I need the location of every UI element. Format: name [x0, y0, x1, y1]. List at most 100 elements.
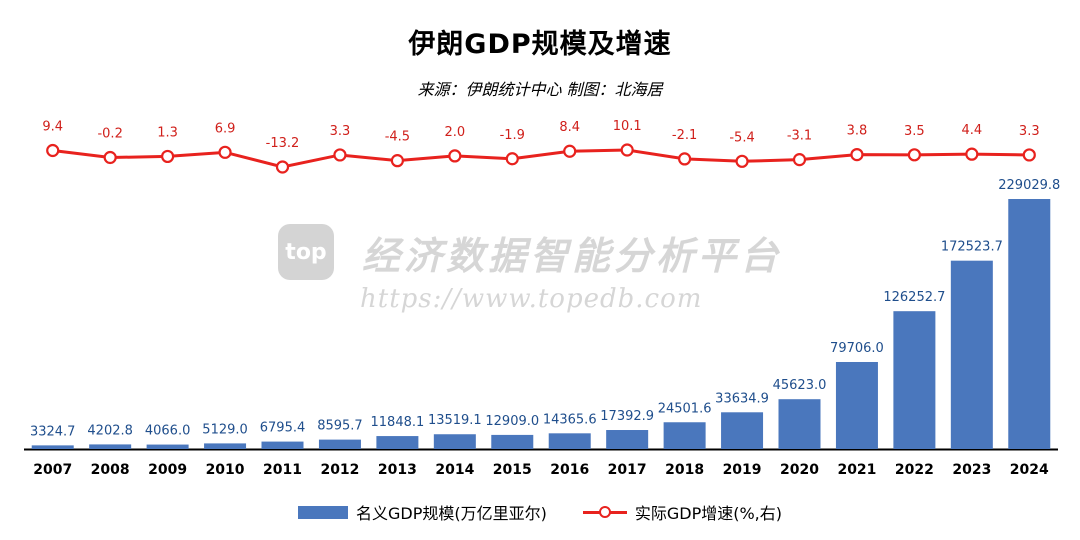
bar-value-label-2018: 24501.6	[658, 401, 712, 416]
x-tick-label-2021: 2021	[837, 462, 876, 478]
bar-2011	[261, 441, 304, 449]
growth-value-label-2022: 3.5	[904, 124, 925, 139]
x-tick-label-2015: 2015	[493, 462, 532, 478]
bar-2008	[89, 444, 132, 449]
growth-point-2013	[390, 154, 404, 168]
bar-2009	[146, 444, 189, 449]
bar-value-label-2022: 126252.7	[883, 290, 945, 305]
chart-title: 伊朗GDP规模及增速	[408, 29, 672, 60]
growth-point-2021	[850, 147, 864, 162]
x-tick-label-2024: 2024	[1010, 462, 1049, 478]
growth-value-label-2019: -5.4	[729, 130, 754, 145]
growth-point-2009	[161, 149, 175, 164]
growth-point-2012	[333, 148, 347, 162]
growth-value-label-2018: -2.1	[672, 128, 697, 143]
legend-item-bar: 名义GDP规模(万亿里亚尔)	[297, 500, 547, 524]
growth-value-label-2007: 9.4	[42, 120, 63, 135]
bar-2024	[1008, 199, 1051, 449]
bar-value-label-2008: 4202.8	[87, 423, 133, 438]
growth-value-label-2021: 3.8	[847, 124, 868, 139]
x-tick-label-2019: 2019	[723, 462, 762, 478]
growth-value-label-2016: 8.4	[559, 120, 580, 135]
bar-2019	[721, 412, 764, 449]
growth-point-2011	[275, 160, 290, 174]
growth-value-label-2023: 4.4	[961, 123, 982, 138]
x-tick-label-2017: 2017	[608, 462, 647, 478]
bar-value-label-2014: 13519.1	[428, 413, 482, 428]
growth-point-2023	[965, 147, 979, 161]
growth-value-label-2020: -3.1	[787, 129, 812, 144]
bar-value-label-2009: 4066.0	[145, 424, 191, 439]
watermark-url: https://www.topedb.com	[360, 284, 703, 314]
growth-point-2015	[505, 152, 519, 166]
growth-value-label-2009: 1.3	[157, 125, 178, 140]
growth-point-2010	[218, 145, 232, 159]
x-tick-label-2013: 2013	[378, 462, 417, 478]
growth-point-2018	[678, 152, 692, 166]
growth-value-label-2011: -13.2	[266, 136, 300, 151]
bar-value-label-2007: 3324.7	[30, 424, 76, 439]
watermark: top 经济数据智能分析平台	[278, 224, 782, 280]
growth-value-label-2010: 6.9	[215, 121, 236, 136]
x-tick-label-2018: 2018	[665, 462, 704, 478]
growth-line	[52, 148, 1030, 169]
bar-value-label-2011: 6795.4	[260, 421, 306, 436]
bar-2012	[318, 439, 361, 449]
bar-2015	[491, 434, 534, 449]
legend-line-swatch	[582, 506, 627, 518]
bar-2007	[31, 445, 74, 449]
growth-point-2014	[448, 149, 462, 163]
growth-point-2007	[46, 143, 60, 158]
growth-value-label-2013: -4.5	[385, 130, 410, 145]
x-tick-label-2012: 2012	[320, 462, 359, 478]
growth-value-label-2008: -0.2	[97, 127, 122, 142]
growth-value-label-2017: 10.1	[613, 119, 642, 134]
x-tick-label-2022: 2022	[895, 462, 934, 478]
x-tick-label-2009: 2009	[148, 462, 187, 478]
growth-value-label-2024: 3.3	[1019, 124, 1040, 139]
growth-point-2024	[1022, 148, 1036, 162]
growth-value-label-2014: 2.0	[444, 125, 465, 140]
bar-2023	[950, 260, 993, 449]
legend-line-label: 实际GDP增速(%,右)	[634, 504, 782, 523]
growth-point-2017	[620, 143, 634, 157]
bar-value-label-2017: 17392.9	[600, 409, 654, 424]
x-tick-label-2020: 2020	[780, 462, 819, 478]
growth-value-label-2012: 3.3	[330, 124, 351, 139]
bar-value-label-2024: 229029.8	[998, 178, 1060, 193]
legend-item-line: 实际GDP增速(%,右)	[582, 500, 782, 524]
legend: 名义GDP规模(万亿里亚尔) 实际GDP增速(%,右)	[0, 500, 1080, 524]
bar-2013	[376, 436, 419, 449]
legend-bar-label: 名义GDP规模(万亿里亚尔)	[355, 504, 547, 523]
x-tick-label-2023: 2023	[952, 462, 991, 478]
x-tick-label-2011: 2011	[263, 462, 302, 478]
x-tick-label-2008: 2008	[91, 462, 130, 478]
growth-point-2020	[792, 153, 807, 167]
bar-2010	[204, 443, 247, 449]
bar-value-label-2015: 12909.0	[485, 414, 539, 429]
bar-2017	[606, 430, 649, 449]
x-tick-label-2014: 2014	[435, 462, 474, 478]
bar-2021	[835, 361, 878, 449]
bar-value-label-2019: 33634.9	[715, 391, 769, 406]
watermark-text: 经济数据智能分析平台	[362, 233, 783, 278]
bar-2016	[548, 433, 591, 449]
bar-2014	[433, 434, 476, 449]
bar-value-label-2020: 45623.0	[773, 378, 827, 393]
x-tick-label-2016: 2016	[550, 462, 589, 478]
x-tick-label-2010: 2010	[206, 462, 245, 478]
x-tick-label-2007: 2007	[33, 462, 72, 478]
bar-value-label-2016: 14365.6	[543, 412, 597, 427]
bar-value-label-2012: 8595.7	[317, 419, 363, 434]
bar-value-label-2013: 11848.1	[371, 415, 425, 430]
growth-value-label-2015: -1.9	[500, 128, 525, 143]
growth-point-2008	[103, 150, 117, 165]
growth-point-2022	[907, 148, 921, 162]
bar-2020	[778, 399, 821, 449]
bar-2018	[663, 422, 706, 449]
growth-point-2019	[735, 154, 749, 168]
chart-subtitle: 来源：伊朗统计中心 制图：北海居	[417, 80, 663, 99]
watermark-logo: top	[278, 224, 334, 280]
